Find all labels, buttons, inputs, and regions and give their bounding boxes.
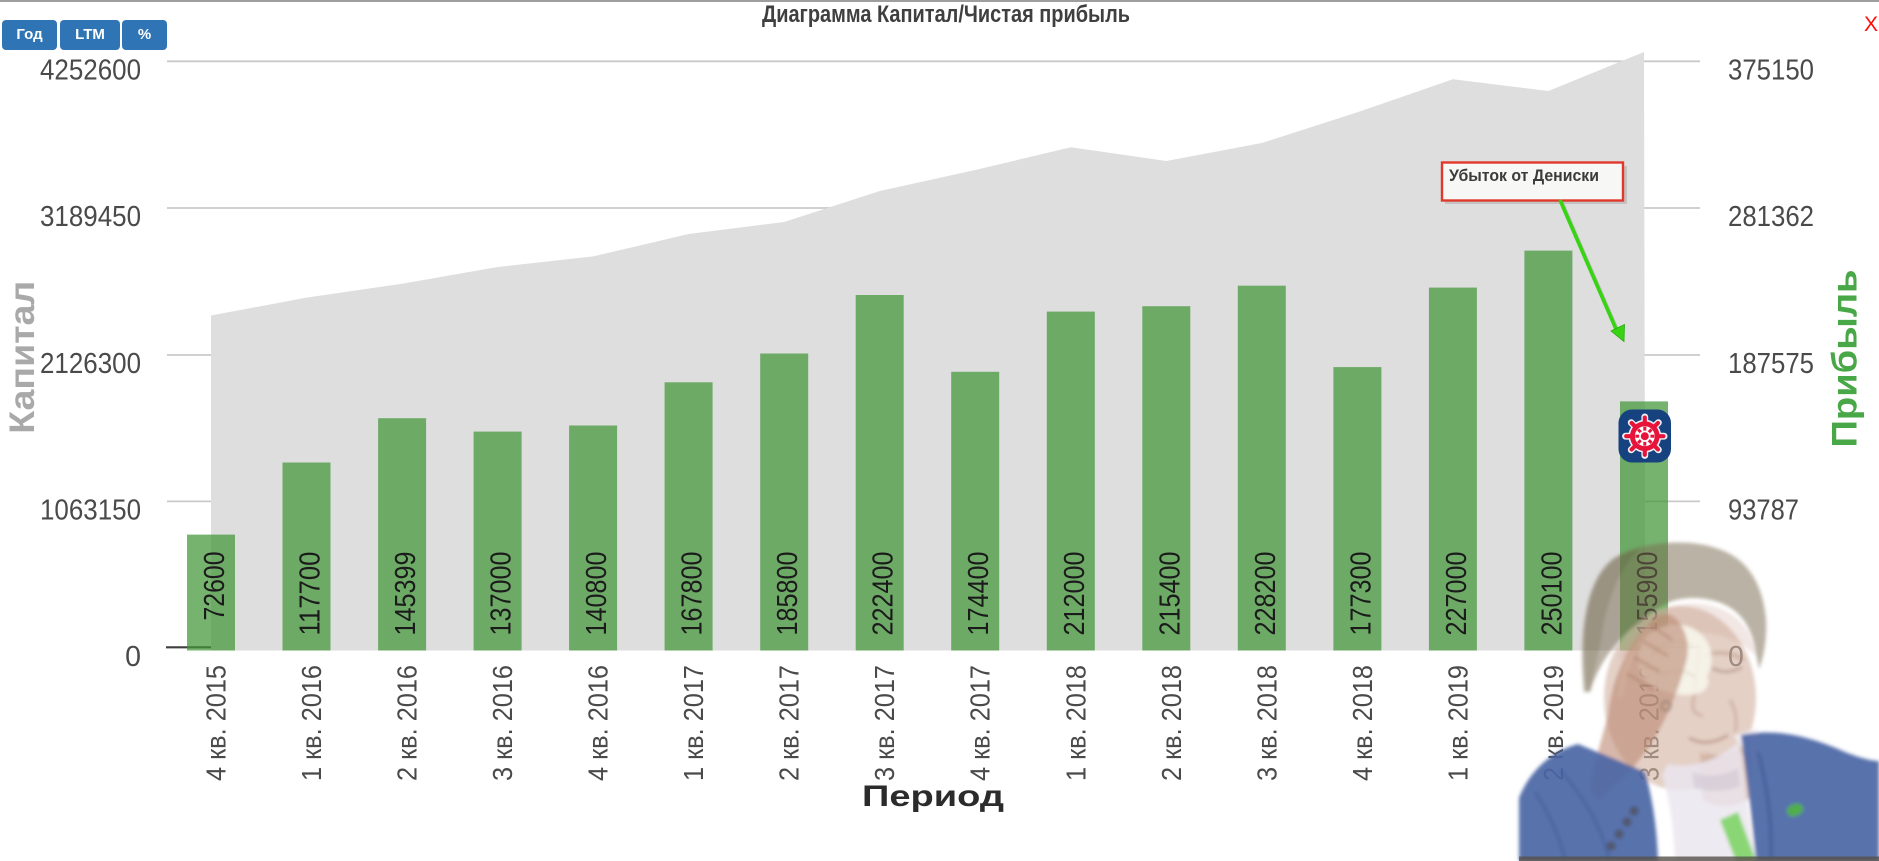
svg-text:3189450: 3189450 bbox=[40, 201, 141, 233]
svg-text:4 кв. 2015: 4 кв. 2015 bbox=[201, 665, 232, 781]
svg-text:Период: Период bbox=[862, 780, 1004, 813]
svg-text:375150: 375150 bbox=[1728, 54, 1814, 86]
svg-text:250100: 250100 bbox=[1536, 552, 1568, 636]
svg-text:2 кв. 2017: 2 кв. 2017 bbox=[774, 665, 805, 781]
svg-text:Диаграмма Капитал/Чистая прибы: Диаграмма Капитал/Чистая прибыль bbox=[762, 1, 1130, 28]
svg-text:X: X bbox=[1864, 13, 1878, 36]
svg-text:3 кв. 2016: 3 кв. 2016 bbox=[487, 665, 518, 781]
svg-text:117700: 117700 bbox=[295, 552, 327, 636]
svg-text:1063150: 1063150 bbox=[40, 494, 141, 526]
svg-text:281362: 281362 bbox=[1728, 201, 1814, 233]
svg-text:145399: 145399 bbox=[390, 552, 422, 636]
svg-text:3 кв. 2017: 3 кв. 2017 bbox=[869, 665, 900, 781]
svg-text:1 кв. 2016: 1 кв. 2016 bbox=[296, 665, 327, 781]
svg-text:4252600: 4252600 bbox=[40, 54, 141, 86]
svg-text:177300: 177300 bbox=[1345, 552, 1377, 636]
svg-text:4 кв. 2016: 4 кв. 2016 bbox=[583, 665, 614, 781]
svg-text:137000: 137000 bbox=[486, 552, 518, 636]
svg-text:93787: 93787 bbox=[1728, 494, 1799, 526]
svg-text:2 кв. 2018: 2 кв. 2018 bbox=[1156, 665, 1187, 781]
svg-text:Убыток от Дениски: Убыток от Дениски bbox=[1449, 166, 1599, 185]
svg-text:1 кв. 2019: 1 кв. 2019 bbox=[1442, 665, 1473, 781]
svg-text:185800: 185800 bbox=[772, 552, 804, 636]
svg-text:4 кв. 2018: 4 кв. 2018 bbox=[1347, 665, 1378, 781]
svg-text:72600: 72600 bbox=[199, 552, 231, 621]
svg-text:167800: 167800 bbox=[677, 552, 709, 636]
svg-text:2 кв. 2016: 2 кв. 2016 bbox=[392, 665, 423, 781]
svg-text:1 кв. 2017: 1 кв. 2017 bbox=[678, 665, 709, 781]
svg-text:174400: 174400 bbox=[963, 552, 995, 636]
svg-text:212000: 212000 bbox=[1059, 552, 1091, 636]
svg-text:187575: 187575 bbox=[1728, 348, 1814, 380]
svg-text:227000: 227000 bbox=[1441, 552, 1473, 636]
svg-text:4 кв. 2017: 4 кв. 2017 bbox=[965, 665, 996, 781]
svg-text:1 кв. 2018: 1 кв. 2018 bbox=[1060, 665, 1091, 781]
svg-text:222400: 222400 bbox=[868, 552, 900, 636]
svg-text:140800: 140800 bbox=[581, 552, 613, 636]
svg-text:3 кв. 2018: 3 кв. 2018 bbox=[1251, 665, 1282, 781]
svg-text:215400: 215400 bbox=[1154, 552, 1186, 636]
svg-text:228200: 228200 bbox=[1250, 552, 1282, 636]
svg-text:2126300: 2126300 bbox=[40, 348, 141, 380]
svg-text:Прибыль: Прибыль bbox=[1826, 270, 1865, 448]
svg-text:0: 0 bbox=[125, 641, 141, 673]
svg-text:Капитал: Капитал bbox=[3, 281, 42, 434]
